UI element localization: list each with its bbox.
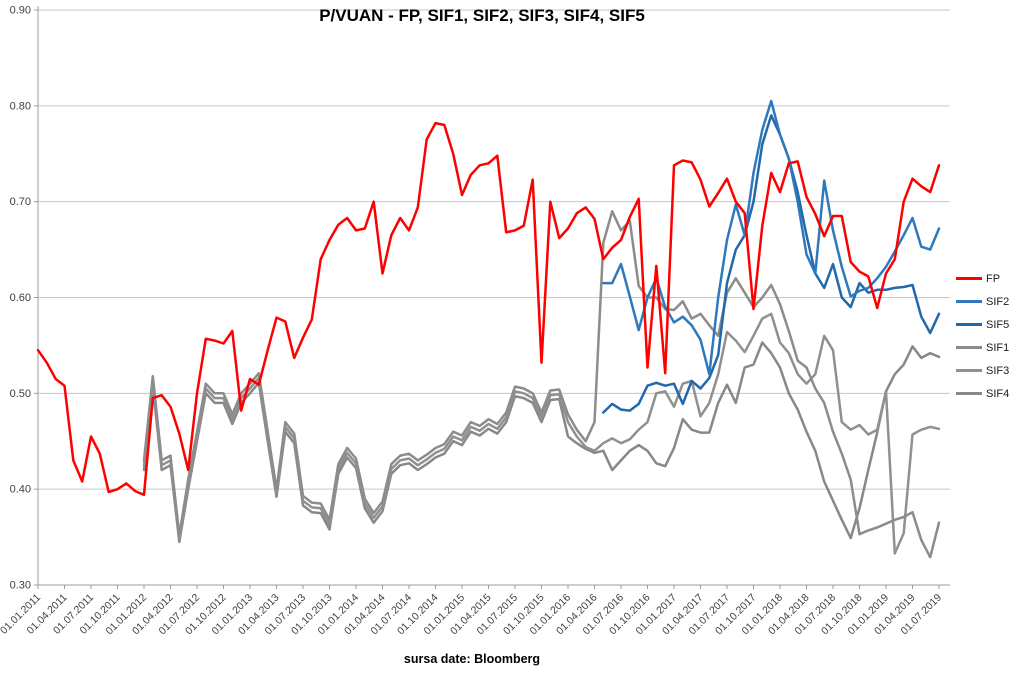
legend-item-SIF5: SIF5 <box>956 318 1009 331</box>
legend-item-label: SIF5 <box>986 318 1010 331</box>
series-SIF3 <box>142 312 941 555</box>
svg-text:0.30: 0.30 <box>10 580 31 592</box>
series-SIF1 <box>142 210 941 559</box>
legend-item-label: SIF1 <box>986 341 1010 354</box>
series-SIF4 <box>142 341 941 544</box>
svg-text:0.80: 0.80 <box>10 100 31 112</box>
svg-text:0.60: 0.60 <box>10 292 31 304</box>
legend-line-swatch <box>956 277 982 280</box>
legend-line-swatch <box>956 300 982 303</box>
x-axis-source-label: sursa date: Bloomberg <box>403 652 541 666</box>
legend-item-SIF1: SIF1 <box>956 341 1009 354</box>
legend-item-FP: FP <box>956 272 1009 285</box>
axes <box>37 6 950 586</box>
legend-line-swatch <box>956 392 982 395</box>
legend-line-swatch <box>956 369 982 372</box>
legend-item-label: SIF2 <box>986 295 1010 308</box>
chart-title: P/VUAN - FP, SIF1, SIF2, SIF3, SIF4, SIF… <box>319 6 645 25</box>
svg-text:0.90: 0.90 <box>10 5 31 17</box>
legend: FP SIF2 SIF5 SIF1 SIF3 SIF4 <box>956 272 1009 400</box>
legend-item-SIF3: SIF3 <box>956 364 1009 377</box>
y-axis-labels: 0.90 0.80 0.70 0.60 0.50 0.40 0.30 <box>10 5 38 592</box>
svg-text:0.50: 0.50 <box>10 388 31 400</box>
legend-line-swatch <box>956 346 982 349</box>
svg-text:0.40: 0.40 <box>10 484 31 496</box>
x-axis-labels: 01.01.201101.04.201101.07.201101.10.2011… <box>0 585 944 637</box>
legend-item-label: SIF3 <box>986 364 1010 377</box>
svg-text:0.70: 0.70 <box>10 196 31 208</box>
legend-item-SIF2: SIF2 <box>956 295 1009 308</box>
series-FP <box>36 121 941 497</box>
series-SIF2 <box>602 99 941 376</box>
legend-item-SIF4: SIF4 <box>956 387 1009 400</box>
legend-item-label: SIF4 <box>986 387 1010 400</box>
legend-line-swatch <box>956 323 982 326</box>
legend-item-label: FP <box>986 272 1001 285</box>
